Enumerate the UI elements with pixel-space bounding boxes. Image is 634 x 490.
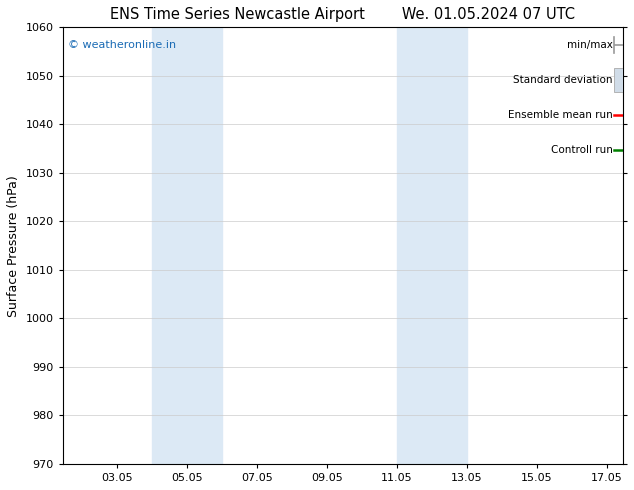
- Bar: [152, 27, 222, 464]
- Text: min/max: min/max: [567, 40, 613, 50]
- Text: Controll run: Controll run: [551, 145, 613, 154]
- Text: © weatheronline.in: © weatheronline.in: [68, 40, 176, 50]
- Text: Ensemble mean run: Ensemble mean run: [508, 110, 613, 120]
- Text: Standard deviation: Standard deviation: [514, 74, 613, 85]
- Title: ENS Time Series Newcastle Airport        We. 01.05.2024 07 UTC: ENS Time Series Newcastle Airport We. 01…: [110, 7, 575, 22]
- Bar: [614, 68, 634, 92]
- Y-axis label: Surface Pressure (hPa): Surface Pressure (hPa): [7, 175, 20, 317]
- Bar: [397, 27, 467, 464]
